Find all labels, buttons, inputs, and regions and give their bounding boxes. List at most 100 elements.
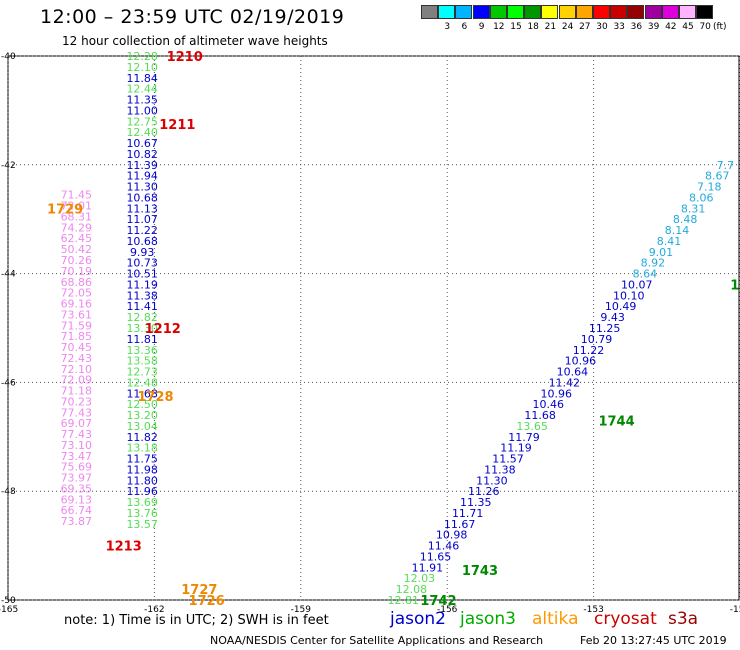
legend-swatch bbox=[696, 5, 714, 19]
wave-height-value: 12.44 bbox=[126, 83, 158, 96]
wave-height-value: 11.94 bbox=[126, 170, 158, 183]
wave-height-value: 11.96 bbox=[126, 485, 158, 498]
wave-height-value: 71.59 bbox=[61, 319, 93, 332]
legend-swatch bbox=[541, 5, 559, 19]
wave-height-value: 8.92 bbox=[641, 257, 666, 270]
wave-height-value: 10.49 bbox=[605, 300, 637, 313]
wave-height-value: 10.64 bbox=[557, 366, 589, 379]
wave-height-value: 10.67 bbox=[126, 137, 158, 150]
footer-timestamp: Feb 20 13:27:45 UTC 2019 bbox=[580, 634, 727, 647]
wave-height-value: 13.58 bbox=[126, 355, 158, 368]
pass-time-label: 1211 bbox=[159, 118, 195, 133]
wave-height-value: 66.74 bbox=[61, 504, 93, 517]
lon-tick-label: -150 bbox=[730, 605, 740, 615]
wave-height-value: 12.50 bbox=[126, 398, 158, 411]
wave-height-value: 71.85 bbox=[61, 330, 93, 343]
map-subtitle: 12 hour collection of altimeter wave hei… bbox=[62, 34, 328, 48]
legend-swatch bbox=[644, 5, 662, 19]
wave-height-value: 50.42 bbox=[61, 243, 93, 256]
legend-swatch bbox=[575, 5, 593, 19]
map-note: note: 1) Time is in UTC; 2) SWH is in fe… bbox=[64, 613, 329, 628]
lon-tick-label: -156 bbox=[437, 605, 458, 615]
wave-height-value: 12.73 bbox=[126, 366, 158, 379]
wave-height-value: 11.38 bbox=[126, 289, 158, 302]
wave-height-value: 73.47 bbox=[61, 450, 93, 463]
wave-height-value: 10.46 bbox=[532, 398, 564, 411]
wave-height-value: 11.84 bbox=[126, 72, 158, 85]
wave-height-value: 71.18 bbox=[61, 385, 93, 398]
wave-height-value: 69.16 bbox=[61, 298, 93, 311]
legend-swatch bbox=[679, 5, 696, 19]
wave-height-value: 73.97 bbox=[61, 472, 93, 485]
wave-height-value: 73.87 bbox=[61, 515, 93, 528]
wave-height-value: 74.29 bbox=[61, 221, 93, 234]
wave-height-value: 13.20 bbox=[126, 409, 158, 422]
wave-height-value: 71.45 bbox=[61, 189, 93, 202]
legend-label: 15 bbox=[510, 22, 522, 32]
wave-height-value: 11.71 bbox=[452, 507, 484, 520]
wave-height-value: 62.45 bbox=[61, 232, 93, 245]
legend-label: 45 bbox=[682, 22, 694, 32]
legend-label: 21 bbox=[544, 22, 557, 32]
wave-height-value: 8.06 bbox=[689, 191, 714, 204]
legend-label: 24 bbox=[561, 22, 574, 32]
wave-height-value: 11.98 bbox=[126, 463, 158, 476]
wave-height-value: 70.23 bbox=[61, 395, 93, 408]
wave-height-value: 70.26 bbox=[61, 254, 93, 267]
pass-time-label: 1213 bbox=[106, 540, 142, 555]
wave-height-value: 12.03 bbox=[404, 572, 436, 585]
pass-time-label: 1726 bbox=[189, 594, 225, 609]
wave-height-value: 12.48 bbox=[126, 376, 158, 389]
wave-height-value: 8.64 bbox=[633, 268, 658, 281]
wave-height-value: 11.82 bbox=[126, 431, 158, 444]
wave-height-value: 12.40 bbox=[126, 126, 158, 139]
wave-height-value: 8.48 bbox=[673, 213, 698, 226]
wave-height-value: 10.98 bbox=[436, 529, 468, 542]
wave-height-value: 11.35 bbox=[126, 94, 158, 107]
wave-height-value: 11.81 bbox=[126, 333, 158, 346]
wave-height-value: 13.57 bbox=[126, 518, 158, 531]
wave-height-value: 13.76 bbox=[126, 507, 158, 520]
wave-height-value: 10.51 bbox=[126, 268, 158, 281]
wave-height-value: 11.13 bbox=[126, 202, 158, 215]
wave-height-value: 8.67 bbox=[705, 170, 730, 183]
wave-height-value: 12.28 bbox=[126, 50, 158, 63]
wave-height-value: 75.69 bbox=[61, 461, 93, 474]
satellite-jason3: jason3 bbox=[460, 609, 516, 629]
wave-height-value: 11.42 bbox=[549, 376, 581, 389]
legend-swatch bbox=[438, 5, 456, 19]
wave-height-value: 8.31 bbox=[681, 202, 706, 215]
wave-height-value: 8.14 bbox=[665, 224, 690, 237]
wave-height-value: 11.19 bbox=[500, 442, 532, 455]
legend-swatch bbox=[610, 5, 628, 19]
map-title: 12:00 – 23:59 UTC 02/19/2019 bbox=[40, 6, 345, 28]
wave-height-value: 11.25 bbox=[589, 322, 621, 335]
wave-height-value: 8.41 bbox=[657, 235, 682, 248]
wave-height-value: 11.38 bbox=[484, 463, 516, 476]
wave-height-value: 11.65 bbox=[420, 550, 452, 563]
legend-label: 33 bbox=[613, 22, 625, 32]
pass-time-label: 1728 bbox=[137, 390, 173, 405]
lat-tick-label: -44 bbox=[1, 270, 16, 280]
wave-height-value: 10.82 bbox=[126, 148, 158, 161]
lat-tick-label: -40 bbox=[1, 52, 16, 62]
legend-swatch bbox=[489, 5, 507, 19]
map-frame bbox=[7, 55, 740, 601]
wave-height-value: 77.43 bbox=[61, 406, 93, 419]
legend-swatch bbox=[524, 5, 542, 19]
wave-height-value: 11.41 bbox=[126, 300, 158, 313]
legend-swatch bbox=[455, 5, 473, 19]
wave-height-value: 72.09 bbox=[61, 374, 93, 387]
wave-height-value: 10.73 bbox=[126, 257, 158, 270]
wave-height-value: 12.10 bbox=[126, 61, 158, 74]
legend-label: 9 bbox=[478, 22, 485, 32]
wave-height-value: 11.75 bbox=[126, 453, 158, 466]
lon-tick-label: -159 bbox=[291, 605, 312, 615]
satellite-altika: altika bbox=[532, 609, 579, 629]
wave-height-value: 7.18 bbox=[697, 181, 722, 194]
wave-height-value: 11.57 bbox=[492, 453, 524, 466]
wave-height-value: 13.04 bbox=[126, 420, 158, 433]
legend-swatch bbox=[593, 5, 610, 19]
wave-height-value: 11.19 bbox=[126, 278, 158, 291]
legend-label: 39 bbox=[647, 22, 660, 32]
